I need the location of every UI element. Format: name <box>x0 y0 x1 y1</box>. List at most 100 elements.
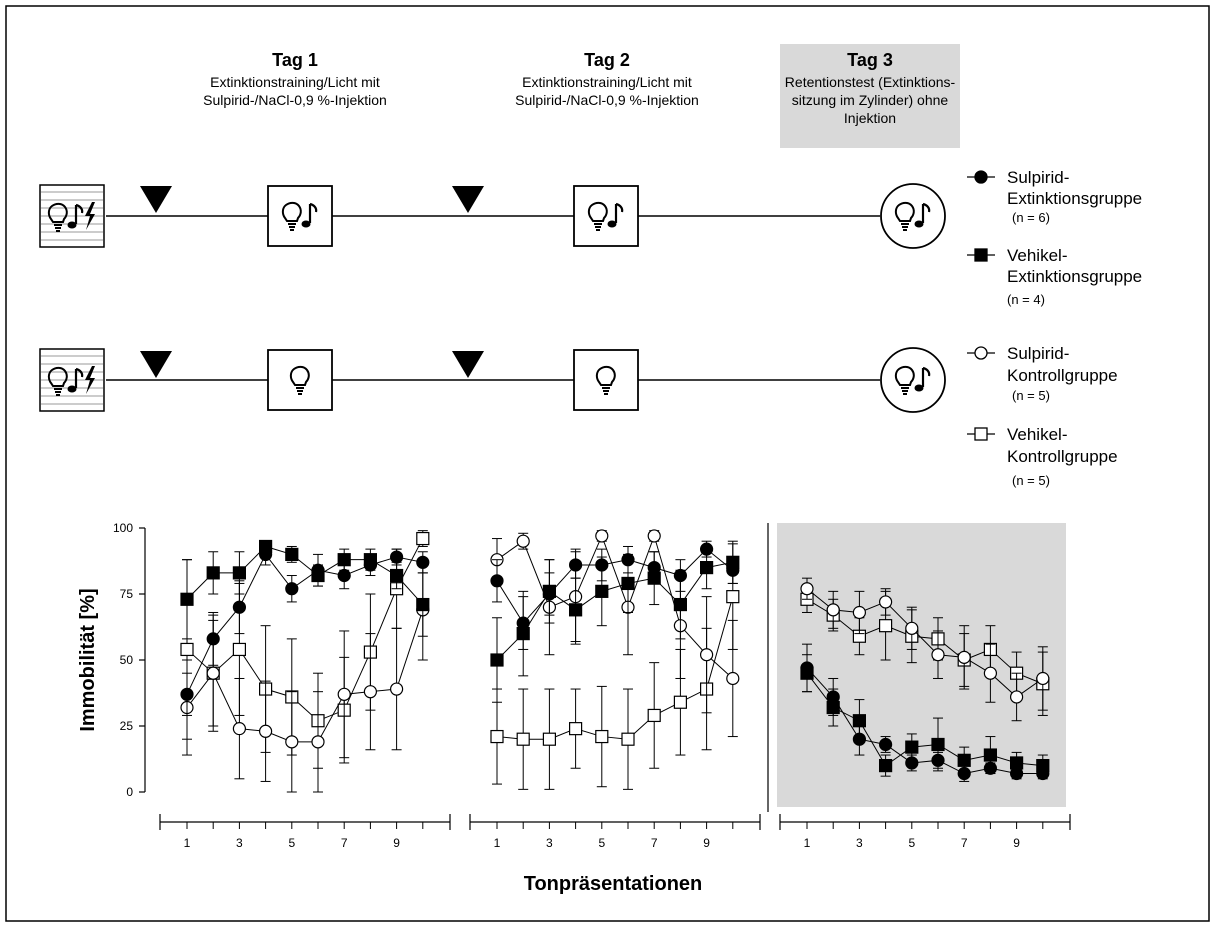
cylinder-light-tone-icon <box>880 347 946 413</box>
light-box-icon <box>573 349 639 411</box>
data-point <box>726 590 740 604</box>
data-point <box>595 558 609 572</box>
data-point <box>826 603 840 617</box>
data-point <box>800 582 814 596</box>
protocol-row-control <box>39 347 946 413</box>
data-point <box>416 531 430 546</box>
x-tick-label: 7 <box>651 836 658 850</box>
data-point <box>416 555 430 569</box>
series-line <box>806 598 1043 685</box>
data-point <box>931 648 945 662</box>
data-point <box>852 732 867 746</box>
data-point <box>931 737 945 752</box>
legend-n: (n = 5) <box>1012 388 1050 403</box>
series-line <box>496 548 734 624</box>
data-point <box>852 605 867 620</box>
data-point <box>673 695 688 709</box>
x-tick-label: 5 <box>288 836 295 850</box>
injection-triangle-icon <box>140 351 172 378</box>
data-point <box>568 722 583 736</box>
data-point <box>699 542 714 556</box>
data-point <box>337 687 351 701</box>
data-point <box>206 632 220 646</box>
x-tick-label: 5 <box>908 836 915 850</box>
day-desc-3-line-3: Injektion <box>844 110 896 126</box>
data-point <box>905 621 919 635</box>
data-point <box>647 708 661 723</box>
data-point <box>647 560 661 575</box>
x-axis-label: Tonpräsentationen <box>524 873 703 895</box>
y-axis-label: Immobilität [%] <box>77 588 99 731</box>
series-line <box>496 534 734 679</box>
data-point <box>983 748 998 762</box>
data-point <box>490 729 504 744</box>
data-point <box>337 568 351 583</box>
data-point <box>259 724 273 738</box>
data-point <box>957 753 971 767</box>
legend-label-line-2: Extinktionsgruppe <box>1007 267 1142 286</box>
data-point <box>673 568 688 583</box>
data-point <box>1036 671 1050 686</box>
data-point <box>232 722 246 736</box>
day-title-3: Tag 3 <box>847 50 893 70</box>
legend-marker-circle-filled <box>974 170 988 184</box>
x-tick-label: 1 <box>184 836 191 850</box>
data-point <box>1009 766 1024 781</box>
x-tick-label: 3 <box>546 836 553 850</box>
data-point <box>621 553 635 567</box>
protocol-row-extinction <box>39 183 946 249</box>
data-point <box>311 735 325 749</box>
data-point <box>726 671 740 686</box>
data-point <box>390 550 404 564</box>
data-point <box>232 642 246 657</box>
data-point <box>363 685 377 699</box>
data-point <box>957 766 971 781</box>
legend-item-sulpirid-kontroll: Sulpirid- Kontrollgruppe (n = 5) <box>967 344 1118 403</box>
data-point <box>542 587 557 601</box>
data-point <box>390 568 404 583</box>
legend-label-line-1: Vehikel- <box>1007 246 1067 265</box>
data-point <box>621 576 635 591</box>
data-point <box>1009 690 1024 704</box>
x-tick-label: 1 <box>804 836 811 850</box>
x-tick-label: 7 <box>961 836 968 850</box>
series-line <box>806 588 1044 698</box>
data-point <box>516 732 530 746</box>
data-point <box>983 761 998 775</box>
x-tick-label: 9 <box>1013 836 1020 850</box>
x-tick-label: 3 <box>236 836 243 850</box>
legend-label-line-2: Extinktionsgruppe <box>1007 189 1142 208</box>
data-point <box>416 597 430 612</box>
data-point <box>621 732 635 746</box>
legend-marker-square-filled <box>974 248 988 262</box>
legend-label-line-1: Vehikel- <box>1007 425 1067 444</box>
day-header-1: Tag 1 Extinktionstraining/Licht mit Sulp… <box>203 50 387 108</box>
data-point <box>647 529 661 543</box>
conditioning-box-icon <box>39 348 105 412</box>
series-line <box>806 672 1043 767</box>
data-point <box>516 534 530 548</box>
light-tone-box-icon <box>573 185 639 247</box>
data-point <box>595 529 609 543</box>
day-title-2: Tag 2 <box>584 50 630 70</box>
data-point <box>931 753 945 767</box>
legend-marker-circle-open <box>974 346 988 360</box>
y-tick-label: 0 <box>126 785 133 799</box>
legend-label-line-2: Kontrollgruppe <box>1007 366 1118 385</box>
legend-item-vehikel-extinktion: Vehikel- Extinktionsgruppe (n = 4) <box>967 246 1142 307</box>
data-point <box>878 737 893 752</box>
data-point <box>905 756 919 770</box>
day-desc-3-line-2: sitzung im Zylinder) ohne <box>792 92 949 108</box>
data-point <box>878 595 893 609</box>
series-circle-filled <box>490 540 740 650</box>
data-point <box>232 600 246 614</box>
x-tick-label: 3 <box>856 836 863 850</box>
day-desc-1-line-2: Sulpirid-/NaCl-0,9 %-Injektion <box>203 92 387 108</box>
data-point <box>285 547 299 562</box>
cylinder-light-tone-icon <box>880 183 946 249</box>
data-point <box>206 666 220 680</box>
data-point <box>568 603 583 617</box>
data-point <box>1036 766 1050 781</box>
data-point <box>905 740 919 754</box>
